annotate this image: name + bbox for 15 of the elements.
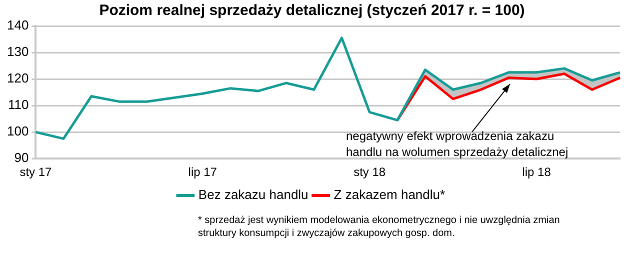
- x-tick-label: lip 17: [188, 165, 218, 180]
- y-tick-label: 130: [6, 44, 29, 60]
- y-tick-label: 110: [8, 97, 29, 112]
- legend-label: Z zakazem handlu*: [334, 187, 446, 202]
- chart-title: Poziom realnej sprzedaży detalicznej (styczeń 2017 r. = 100): [99, 2, 525, 20]
- x-tick-label: sty 17: [20, 165, 52, 180]
- legend-label: Bez zakazu handlu: [198, 187, 308, 202]
- y-tick-label: 140: [6, 18, 29, 33]
- y-tick-label: 120: [6, 70, 29, 86]
- annotation: negatywny efekt wprowadzenia zakazu handlu na wolumen sprzedaży detalicznej: [346, 128, 570, 160]
- text: * sprzedaż jest wynikiem modelowania ekonometrycznego i nie uwzględnia zmian struktury konsumpcji i zwyczajów zakupowych gosp. dom.: [198, 214, 561, 240]
- y-tick-label: 100: [6, 124, 29, 139]
- x-tick-label: lip 18: [522, 165, 552, 180]
- x-tick-label: sty 18: [354, 165, 386, 180]
- y-tick-label: 90: [14, 150, 29, 166]
